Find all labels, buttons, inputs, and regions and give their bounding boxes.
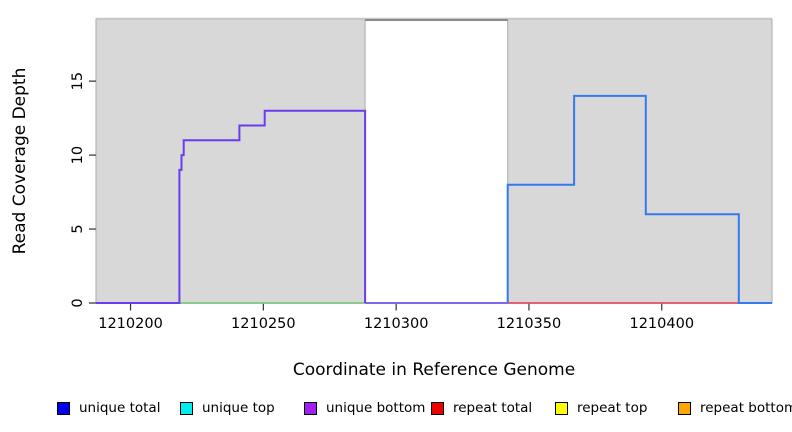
x-tick-label: 1210250: [231, 316, 296, 332]
legend-item-unique-bottom: unique bottom: [304, 400, 425, 416]
right-gray-region: [507, 18, 773, 304]
legend-item-repeat-total: repeat total: [431, 400, 532, 416]
legend: unique total unique top unique bottom repea…: [0, 400, 792, 420]
legend-swatch: [555, 401, 568, 415]
legend-label: repeat top: [577, 400, 648, 416]
legend-label: unique total: [79, 400, 161, 416]
legend-item-repeat-bottom: repeat bottom: [678, 400, 792, 416]
legend-item-unique-total: unique total: [57, 400, 160, 416]
x-tick-label: 1210400: [629, 316, 694, 332]
y-tick-label: 15: [70, 72, 86, 90]
legend-item-unique-top: unique top: [180, 400, 275, 416]
legend-swatch: [180, 401, 193, 415]
x-tick-label: 1210300: [364, 316, 429, 332]
y-axis-title: Read Coverage Depth: [10, 68, 30, 255]
legend-label: repeat total: [453, 400, 533, 416]
legend-swatch: [304, 401, 317, 415]
legend-label: repeat bottom: [700, 400, 792, 416]
coverage-plot-canvas: 0 5 10 15 1210200 1210250 1210300 1210350 121040…: [10, 17, 773, 332]
x-axis-title: Coordinate in Reference Genome: [292, 360, 576, 380]
left-gray-region: [95, 18, 366, 304]
x-tick-label: 1210350: [497, 316, 562, 332]
legend-swatch: [431, 401, 444, 415]
legend-swatch: [57, 401, 70, 415]
y-tick-label: 10: [70, 146, 86, 164]
series-unique-bottom-coverage: [96, 109, 367, 304]
legend-label: unique top: [202, 400, 275, 416]
series-unique-total-coverage: [506, 94, 772, 304]
y-tick-label: 0: [70, 298, 86, 307]
x-tick-label: 1210200: [98, 316, 163, 332]
legend-item-repeat-top: repeat top: [555, 400, 647, 416]
legend-label: unique bottom: [326, 400, 426, 416]
legend-swatch: [678, 401, 691, 415]
y-tick-label: 5: [70, 224, 86, 233]
